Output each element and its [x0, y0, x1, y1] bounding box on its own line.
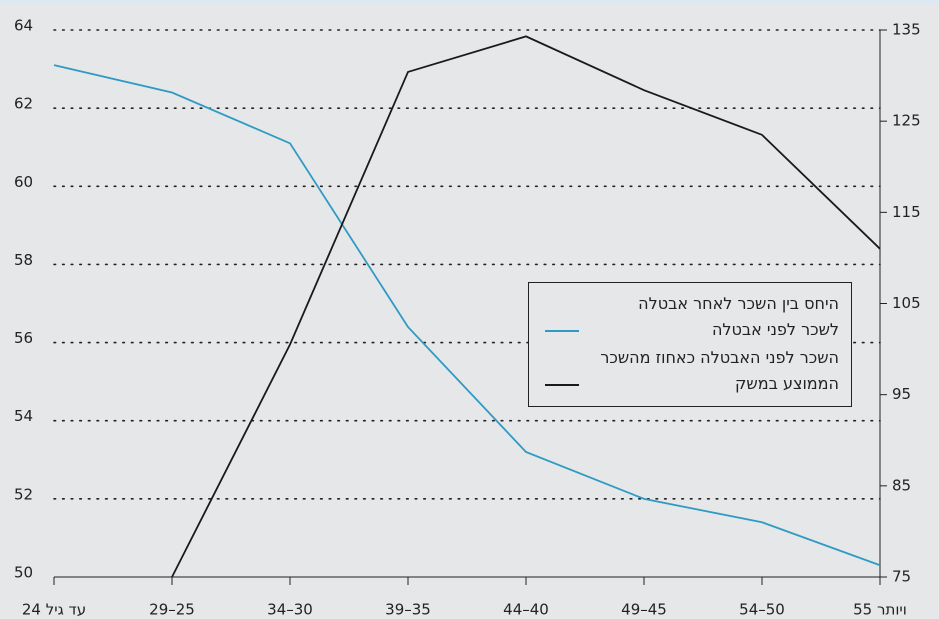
y-tick-label: 50 [14, 564, 33, 582]
y-tick-label: 62 [14, 95, 33, 113]
legend-swatch [545, 384, 579, 386]
y2-tick-label: 135 [892, 21, 921, 39]
chart: 50 52 54 56 58 60 62 64 75 85 95 105 115 125 135 עד גיל… [14, 17, 921, 619]
x-tick-label: 44–40 [503, 601, 549, 619]
x-tick-label: 49–45 [621, 601, 667, 619]
x-tick-label: עד גיל 24 [22, 601, 86, 619]
y2-tick-label: 75 [892, 568, 911, 586]
y-tick-label: 52 [14, 485, 33, 503]
legend-label: היחס בין השכר לאחר אבטלה לשכר לפני אבטלה [638, 294, 839, 339]
legend-swatch [545, 330, 579, 332]
y2-tick-label: 115 [892, 203, 921, 221]
x-tick-label: 29–25 [149, 601, 195, 619]
y2-tick-label: 105 [892, 294, 921, 312]
legend-label: השכר לפני האבטלה כאחוז מהשכר הממוצע במשק [600, 348, 839, 393]
x-tick-label: 55 ויותר [853, 601, 907, 619]
x-tick-label: 54–50 [739, 601, 785, 619]
series-line [53, 64, 881, 567]
y2-tick-label: 125 [892, 112, 921, 130]
y-tick-label: 64 [14, 17, 33, 35]
legend: היחס בין השכר לאחר אבטלה לשכר לפני אבטלה… [528, 282, 852, 407]
legend-entry: השכר לפני האבטלה כאחוז מהשכר הממוצע במשק [545, 345, 839, 397]
y-tick-label: 60 [14, 173, 33, 191]
y-tick-label: 58 [14, 251, 33, 269]
y-tick-label: 54 [14, 407, 33, 425]
y2-tick-label: 95 [892, 385, 911, 403]
legend-entry: היחס בין השכר לאחר אבטלה לשכר לפני אבטלה [545, 291, 839, 343]
series-line [171, 35, 881, 578]
y-tick-label: 56 [14, 329, 33, 347]
y2-tick-label: 85 [892, 476, 911, 494]
x-tick-label: 34–30 [267, 601, 313, 619]
x-tick-label: 39–35 [385, 601, 431, 619]
